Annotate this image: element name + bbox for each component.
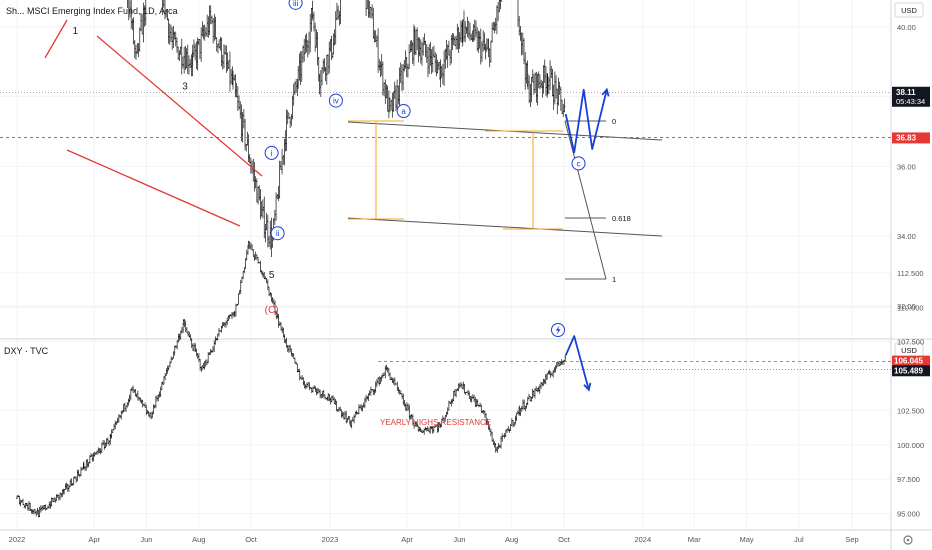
dxy-projection-path bbox=[564, 335, 590, 391]
level-price-value: 36.83 bbox=[896, 133, 917, 142]
wave-circle bbox=[328, 93, 343, 108]
wave-label-iii: iii bbox=[293, 0, 299, 8]
x-tick-label: Mar bbox=[688, 535, 701, 544]
x-tick-label: Oct bbox=[245, 535, 258, 544]
resistance-label: YEARLY HIGHS RESISTANCE bbox=[380, 418, 491, 427]
y-tick-label: 32.00 bbox=[897, 302, 916, 311]
x-tick-label: Aug bbox=[505, 535, 518, 544]
y-tick-label: 112.500 bbox=[897, 269, 924, 278]
y-tick-label: 36.00 bbox=[897, 162, 916, 171]
x-tick-label: 2024 bbox=[634, 535, 651, 544]
bottom-currency: USD bbox=[901, 346, 917, 355]
y-tick-label: 95.000 bbox=[897, 510, 920, 519]
lightning-icon[interactable] bbox=[551, 323, 565, 337]
x-tick-label: Apr bbox=[88, 535, 100, 544]
x-tick-label: Jun bbox=[453, 535, 465, 544]
y-tick-label: 100.000 bbox=[897, 441, 924, 450]
last-price-tag bbox=[892, 86, 930, 107]
wedge-line bbox=[44, 19, 68, 59]
y-tick-label: 40.00 bbox=[897, 23, 916, 32]
fib-618-label: 0.618 bbox=[612, 214, 631, 223]
x-tick-label: Apr bbox=[401, 535, 413, 544]
x-tick-label: Jun bbox=[140, 535, 152, 544]
channel-lower-line bbox=[347, 217, 663, 237]
wedge-lower-line bbox=[66, 149, 241, 227]
y-tick-label: 97.500 bbox=[897, 475, 920, 484]
drawings-layer bbox=[0, 19, 891, 392]
x-tick-label: 2022 bbox=[9, 535, 26, 544]
wedge-upper-line bbox=[96, 35, 263, 177]
wave-circle bbox=[396, 104, 411, 119]
fib-0-label: 0 bbox=[612, 117, 616, 126]
wave-label-c: c bbox=[577, 159, 581, 168]
settings-icon[interactable] bbox=[903, 535, 913, 545]
wave-label-a: a bbox=[401, 107, 406, 116]
last-price-value: 38.11 bbox=[896, 88, 916, 97]
etf-candles bbox=[127, 0, 566, 258]
top-currency: USD bbox=[901, 6, 917, 15]
top-panel-title: Sh... MSCI Emerging Index Fund, 1D, Arca bbox=[6, 6, 178, 16]
wave-circle bbox=[288, 0, 303, 10]
y-tick-label: 110.000 bbox=[897, 303, 924, 312]
bottom-panel-title: DXY · TVC bbox=[4, 346, 49, 356]
y-tick-label: 102.500 bbox=[897, 406, 924, 415]
wave-label: 5 bbox=[269, 270, 275, 281]
etf-projection-path bbox=[564, 88, 608, 154]
wave-label: 3 bbox=[182, 82, 188, 93]
etf-projection-path-arrowhead bbox=[601, 87, 610, 97]
time-axis[interactable]: 2022 Apr Jun Aug Oct 2023 Apr Jun Aug Oct 2024 Mar M… bbox=[9, 535, 859, 544]
grid-layer bbox=[0, 0, 891, 530]
fib-1-label: 1 bbox=[612, 275, 616, 284]
level-price-tag bbox=[892, 132, 930, 144]
countdown-value: 05:43:34 bbox=[896, 97, 925, 106]
x-tick-label: Jul bbox=[794, 535, 804, 544]
currency-badge[interactable] bbox=[894, 2, 924, 18]
wave-circle bbox=[264, 145, 279, 160]
dxy-candles bbox=[16, 240, 567, 518]
dxy-level-value: 106.045 bbox=[894, 357, 923, 366]
wave-label-i: i bbox=[271, 149, 273, 158]
wave-label: 1 bbox=[73, 26, 79, 37]
wave-label-iv: iv bbox=[333, 97, 339, 106]
y-tick-label: 34.00 bbox=[897, 232, 916, 241]
x-tick-label: Sep bbox=[845, 535, 858, 544]
wave-circle bbox=[270, 226, 285, 241]
dxy-last-tag bbox=[892, 365, 930, 377]
wave-label: (C) bbox=[265, 305, 279, 316]
y-tick-label: 107.500 bbox=[897, 338, 924, 347]
wave-circle bbox=[571, 156, 586, 171]
fib-diagonal-line bbox=[564, 120, 607, 280]
wave-label-ii: ii bbox=[276, 229, 280, 238]
bottom-price-axis[interactable]: USD 112.500 110.000 107.500 102.500 100.000 9… bbox=[894, 269, 924, 519]
price-tags: 38.11 05:43:34 36.83 106.045 105.489 bbox=[892, 86, 930, 377]
dxy-level-tag bbox=[892, 355, 930, 367]
x-tick-label: Aug bbox=[192, 535, 205, 544]
dxy-last-value: 105.489 bbox=[894, 366, 923, 375]
x-tick-label: May bbox=[739, 535, 753, 544]
x-tick-label: Oct bbox=[558, 535, 571, 544]
x-tick-label: 2023 bbox=[322, 535, 339, 544]
dxy-projection-path-arrowhead bbox=[583, 382, 592, 392]
wave-labels: 5A)12345(C)iiiiiiivvabc bbox=[73, 0, 586, 316]
